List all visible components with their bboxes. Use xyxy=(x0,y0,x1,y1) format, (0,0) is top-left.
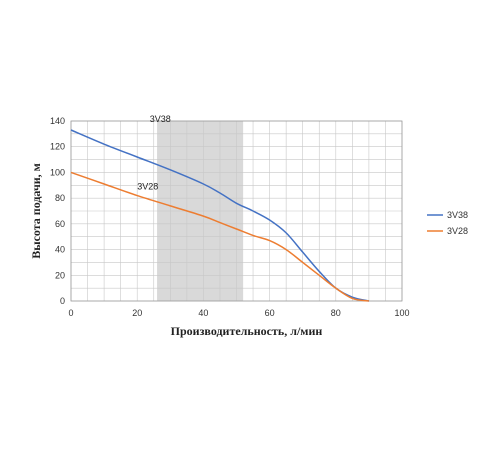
series-line-3v28 xyxy=(70,171,370,302)
y-axis-title: Высота подачи, м xyxy=(29,163,43,259)
y-tick-label: 60 xyxy=(55,219,65,229)
y-tick-label: 120 xyxy=(50,142,65,152)
x-tick-label: 80 xyxy=(331,308,341,318)
y-tick-label: 40 xyxy=(55,245,65,255)
series-label-3v28: 3V28 xyxy=(137,182,158,192)
y-tick-label: 80 xyxy=(55,193,65,203)
y-tick-label: 0 xyxy=(60,296,65,306)
x-tick-label: 20 xyxy=(132,308,142,318)
x-tick-label: 0 xyxy=(68,308,73,318)
legend: 3V38 3V28 xyxy=(427,210,468,236)
plot-frame xyxy=(70,120,403,302)
x-tick-label: 100 xyxy=(394,308,409,318)
y-tick-label: 140 xyxy=(50,116,65,126)
x-axis-title: Производительность, л/мин xyxy=(171,324,323,338)
x-tick-label: 40 xyxy=(198,308,208,318)
legend-label-3v38: 3V38 xyxy=(447,210,468,220)
series-layer xyxy=(70,129,370,302)
grid-layer xyxy=(70,120,403,302)
legend-label-3v28: 3V28 xyxy=(447,226,468,236)
y-tick-label: 100 xyxy=(50,167,65,177)
series-label-layer: 3V38 3V28 xyxy=(137,114,171,192)
series-label-3v38: 3V38 xyxy=(150,114,171,124)
axis-layer: 0 20 40 60 80 100 0 20 40 60 80 100 120 140 xyxy=(50,116,410,318)
y-tick-label: 20 xyxy=(55,270,65,280)
x-tick-label: 60 xyxy=(265,308,275,318)
